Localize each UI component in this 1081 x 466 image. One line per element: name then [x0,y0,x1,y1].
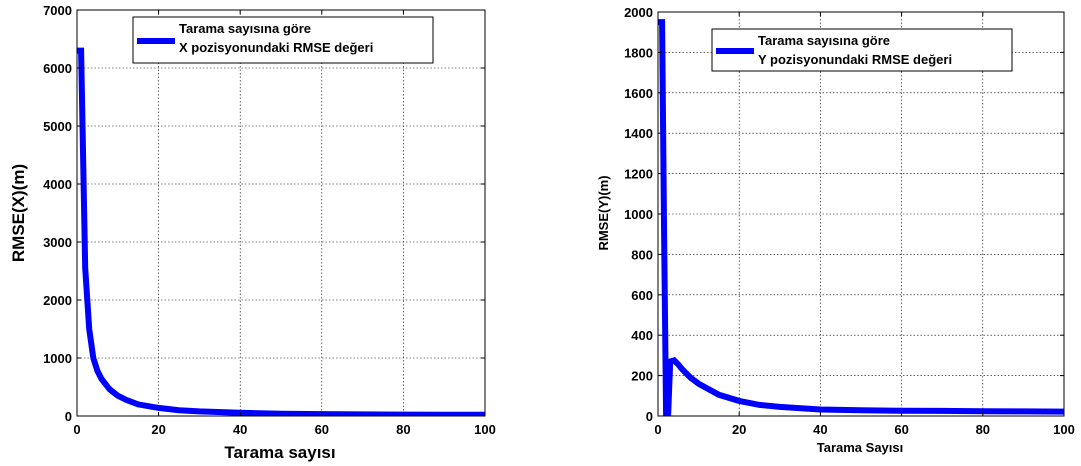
y-tick-label: 0 [646,409,653,424]
y-tick-label: 1000 [624,207,653,222]
legend-label-line2: Y pozisyonundaki RMSE değeri [758,52,952,67]
y-tick-label: 1200 [624,167,653,182]
y-tick-label: 5000 [43,119,72,134]
x-tick-label: 0 [73,422,80,437]
y-tick-label: 600 [631,288,653,303]
y-tick-label: 800 [631,247,653,262]
y-tick-label: 1600 [624,86,653,101]
legend-label-line2: X pozisyonundaki RMSE değeri [179,40,373,55]
x-tick-label: 60 [894,422,908,437]
x-tick-label: 20 [732,422,746,437]
legend: Tarama sayısına göre X pozisyonundaki RMS… [132,16,434,64]
y-tick-label: 1000 [43,351,72,366]
series-line [658,19,1064,416]
legend-label-line1: Tarama sayısına göre [758,33,890,48]
x-tick-label: 100 [1053,422,1075,437]
chart-rmse-y: 0 20 40 60 80 1000200400600800100012001400160… [596,5,1075,455]
x-tick-label: 80 [976,422,990,437]
y-tick-label: 400 [631,328,653,343]
legend-box [711,28,1013,72]
y-tick-label: 6000 [43,61,72,76]
y-tick-label: 200 [631,369,653,384]
y-tick-label: 0 [65,409,72,424]
x-axis-label: Tarama Sayısı [817,440,903,455]
axes-frame [76,9,486,417]
y-tick-label: 3000 [43,235,72,250]
y-tick-label: 2000 [624,5,653,20]
legend-box [132,16,434,64]
plot-area [77,10,485,416]
y-tick-label: 1800 [624,45,653,60]
x-tick-label: 0 [654,422,661,437]
y-axis-label: RMSE(X)(m) [9,164,28,262]
y-axis-label: RMSE(Y)(m) [596,175,611,250]
y-tick-label: 1400 [624,126,653,141]
legend-label-line1: Tarama sayısına göre [179,21,311,36]
series-line [77,47,485,416]
x-tick-label: 100 [474,422,496,437]
y-tick-label: 4000 [43,177,72,192]
chart-rmse-x: 0 20 40 60 80 1000100020003000400050006000700… [9,3,496,462]
x-tick-label: 20 [151,422,165,437]
y-tick-label: 7000 [43,3,72,18]
x-tick-label: 80 [396,422,410,437]
x-tick-label: 60 [315,422,329,437]
x-tick-label: 40 [233,422,247,437]
x-tick-label: 40 [813,422,827,437]
legend: Tarama sayısına göre Y pozisyonundaki RMS… [711,28,1013,72]
x-axis-label: Tarama sayısı [224,443,335,462]
y-tick-label: 2000 [43,293,72,308]
